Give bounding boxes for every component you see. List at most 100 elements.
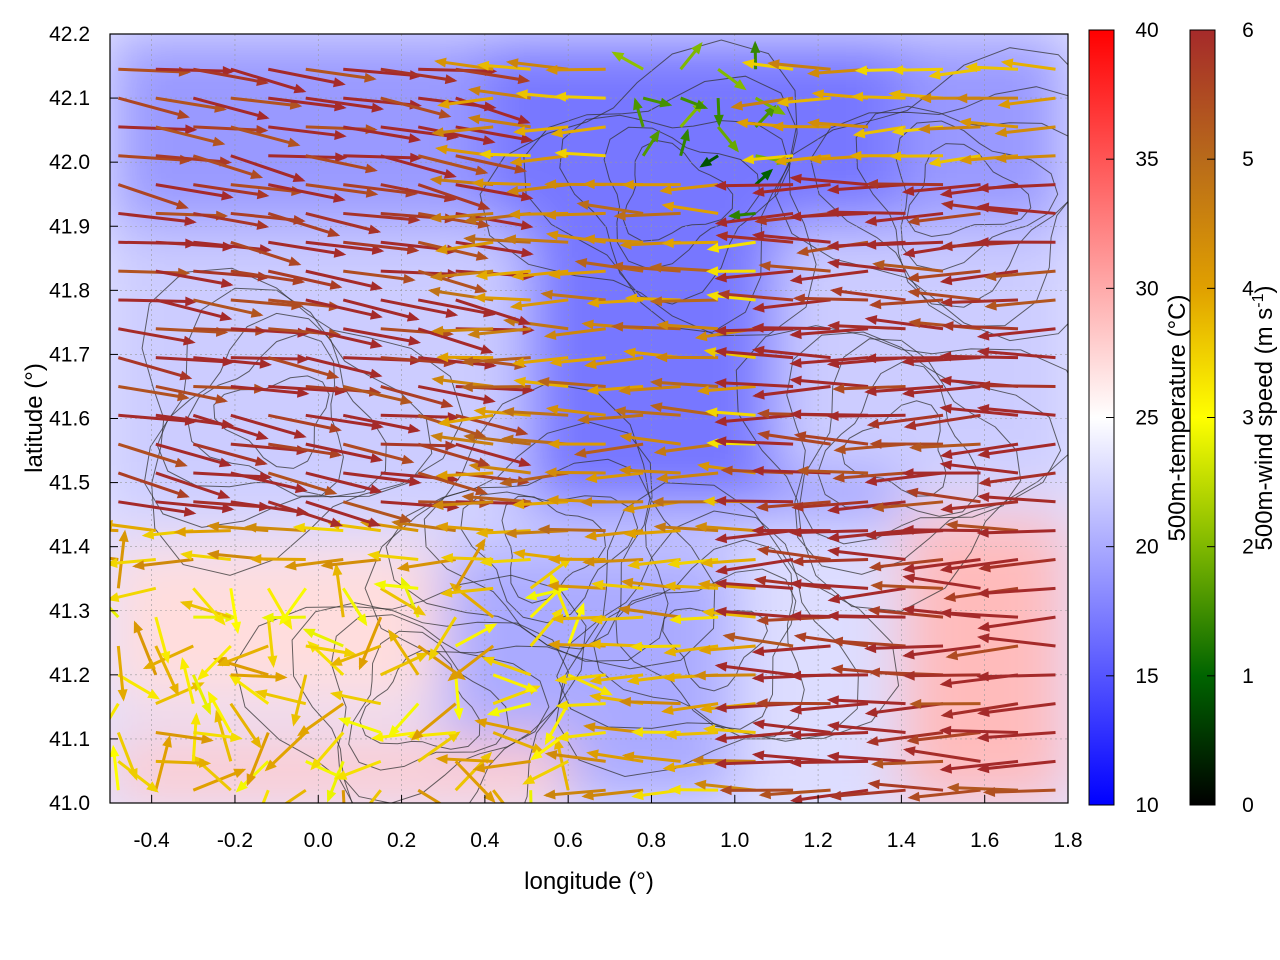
wind-arrow-head bbox=[928, 69, 941, 80]
wind-arrow-head bbox=[522, 774, 536, 785]
wind-arrow bbox=[717, 381, 794, 388]
wind-arrow-head bbox=[722, 632, 736, 643]
wind-arrow bbox=[118, 269, 188, 275]
wind-arrow-head bbox=[730, 100, 743, 111]
wind-arrow bbox=[118, 384, 188, 400]
wind-vectors bbox=[110, 40, 1056, 848]
wind-arrow bbox=[613, 324, 681, 331]
wind-arrow-head bbox=[940, 297, 953, 308]
wind-arrow-head bbox=[902, 670, 915, 681]
wind-arrow-head bbox=[789, 730, 802, 740]
wind-arrow bbox=[717, 211, 794, 225]
wind-arrow-head bbox=[180, 550, 193, 561]
wind-arrow bbox=[417, 183, 489, 210]
wind-arrow-head bbox=[630, 727, 643, 738]
wind-arrow bbox=[908, 489, 981, 504]
wind-arrow bbox=[417, 442, 488, 467]
wind-arrow bbox=[979, 406, 1056, 417]
wind-arrow-head bbox=[940, 503, 953, 514]
wind-arrow-head bbox=[516, 822, 527, 835]
wind-arrow-head bbox=[550, 127, 564, 138]
wind-arrow bbox=[717, 759, 794, 766]
wind-arrow-head bbox=[902, 247, 916, 258]
wind-arrow-head bbox=[946, 782, 959, 793]
wind-arrow-head bbox=[1000, 58, 1014, 69]
terrain-contour bbox=[817, 361, 979, 517]
wind-arrow-head bbox=[327, 227, 341, 238]
wind-arrow-head bbox=[789, 274, 803, 285]
wind-arrow-head bbox=[701, 607, 715, 618]
wind-arrow bbox=[799, 469, 869, 475]
wind-arrow-head bbox=[864, 315, 878, 325]
wind-arrow-head bbox=[341, 836, 351, 848]
wind-arrow bbox=[548, 406, 606, 417]
wind-arrow bbox=[455, 298, 529, 325]
wind-arrow-head bbox=[891, 65, 904, 76]
wind-arrow-head bbox=[627, 559, 640, 570]
wind-arrow bbox=[759, 547, 831, 561]
wind-arrow bbox=[943, 500, 1019, 511]
wind-arrow bbox=[286, 557, 344, 569]
wind-arrow-head bbox=[207, 691, 218, 704]
wind-arrow bbox=[502, 471, 569, 485]
wind-arrow-head bbox=[663, 581, 676, 592]
wind-arrow-head bbox=[284, 560, 297, 571]
terrain-contour bbox=[555, 482, 900, 778]
wind-arrow-head bbox=[185, 124, 198, 135]
wind-arrow-head bbox=[939, 725, 952, 736]
temperature-colorbar-tick-label: 40 bbox=[1135, 19, 1158, 42]
wind-arrow-head bbox=[553, 91, 567, 102]
wind-speed-colorbar-label: 500m-wind speed (m s-1) bbox=[1250, 286, 1278, 551]
wind-arrow-head bbox=[574, 258, 588, 268]
wind-arrow-head bbox=[133, 620, 144, 634]
wind-arrow-head bbox=[437, 99, 450, 109]
wind-arrow bbox=[829, 210, 906, 215]
wind-arrow bbox=[305, 96, 382, 111]
wind-arrow-head bbox=[714, 217, 728, 228]
wind-arrow bbox=[868, 182, 944, 187]
wind-arrow-head bbox=[333, 77, 346, 88]
wind-arrow bbox=[754, 384, 831, 398]
wind-arrow bbox=[720, 292, 794, 302]
wind-arrow-head bbox=[714, 436, 727, 447]
wind-arrow-head bbox=[994, 127, 1008, 138]
wind-arrow-head bbox=[546, 495, 559, 505]
wind-arrow-head bbox=[582, 179, 595, 190]
wind-arrow bbox=[418, 356, 494, 368]
wind-arrow bbox=[997, 125, 1056, 135]
wind-arrow-head bbox=[891, 126, 904, 136]
wind-arrow-head bbox=[430, 432, 443, 443]
wind-arrow-head bbox=[329, 690, 343, 701]
wind-arrow-head bbox=[978, 562, 991, 573]
wind-arrow-head bbox=[551, 613, 564, 624]
wind-arrow-head bbox=[714, 180, 727, 191]
wind-arrow bbox=[417, 384, 494, 403]
wind-arrow bbox=[380, 298, 456, 317]
wind-arrow bbox=[155, 327, 226, 334]
wind-arrow-head bbox=[976, 330, 990, 341]
wind-arrow-head bbox=[774, 155, 787, 166]
wind-arrow-head bbox=[663, 646, 676, 657]
wind-arrow-head bbox=[463, 234, 476, 244]
wind-arrow-head bbox=[292, 172, 306, 182]
wind-arrow bbox=[343, 183, 416, 196]
wind-arrow bbox=[700, 582, 756, 590]
wind-arrow-head bbox=[409, 476, 422, 487]
wind-arrow-head bbox=[661, 705, 674, 715]
wind-arrow-head bbox=[903, 420, 917, 431]
wind-arrow-head bbox=[864, 530, 877, 540]
y-tick-label: 41.4 bbox=[49, 536, 90, 559]
wind-arrow-head bbox=[865, 179, 878, 189]
wind-arrow bbox=[431, 211, 494, 220]
wind-arrow-head bbox=[581, 319, 594, 330]
wind-arrow-head bbox=[714, 533, 728, 544]
wind-arrow bbox=[942, 269, 1019, 284]
wind-arrow bbox=[794, 557, 869, 564]
wind-arrow-head bbox=[965, 62, 978, 73]
wind-arrow bbox=[980, 442, 1056, 457]
wind-arrow-head bbox=[548, 269, 561, 280]
wind-arrow-head bbox=[714, 495, 727, 506]
wind-arrow bbox=[871, 298, 944, 307]
wind-arrow-head bbox=[256, 220, 270, 230]
wind-arrow-head bbox=[408, 133, 422, 144]
